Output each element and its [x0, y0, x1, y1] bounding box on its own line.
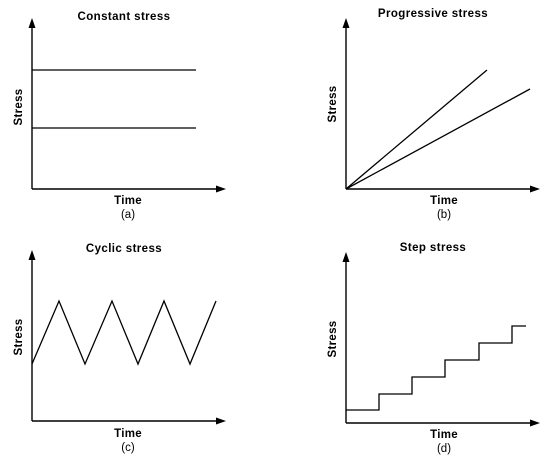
panel-b-y-label: Stress — [327, 86, 339, 123]
panel-b-steep-ramp-line — [345, 69, 488, 190]
panel-b-x-label: Time — [430, 195, 458, 207]
panel-a-y-label: Stress — [13, 89, 25, 126]
panel-b-shallow-ramp-line — [345, 88, 531, 190]
panel-a-x-arrow — [216, 185, 226, 193]
panel-d: Step stress Stress Time (d) — [327, 242, 540, 455]
panel-c: Cyclic stress Stress Time (c) — [13, 243, 226, 454]
panel-d-y-label: Stress — [327, 321, 339, 358]
panel-a-x-label: Time — [114, 195, 142, 207]
panel-b-title: Progressive stress — [378, 8, 488, 20]
panel-c-x-arrow — [216, 417, 226, 425]
panel-c-y-label: Stress — [13, 319, 25, 356]
panel-c-y-arrow — [28, 250, 36, 260]
panel-b-y-arrow — [342, 18, 350, 28]
panel-d-step-profile — [346, 325, 526, 411]
panel-a-y-arrow — [28, 18, 36, 28]
panel-d-y-arrow — [342, 252, 350, 262]
panel-c-cyclic-wave — [31, 299, 217, 366]
panel-b: Progressive stress Stress Time (b) — [327, 8, 540, 221]
panel-a-title: Constant stress — [78, 11, 171, 23]
panel-d-x-label: Time — [430, 429, 458, 441]
panel-c-title: Cyclic stress — [86, 243, 162, 255]
panel-a: Constant stress Stress Time (a) — [13, 11, 226, 221]
panel-d-title: Step stress — [400, 242, 466, 254]
panel-a-caption: (a) — [121, 209, 135, 221]
panel-c-caption: (c) — [121, 442, 135, 454]
panel-d-x-arrow — [530, 419, 540, 427]
panel-b-x-arrow — [530, 185, 540, 193]
panel-d-caption: (d) — [437, 443, 451, 455]
panel-c-x-label: Time — [114, 428, 142, 440]
panel-b-caption: (b) — [437, 209, 451, 221]
